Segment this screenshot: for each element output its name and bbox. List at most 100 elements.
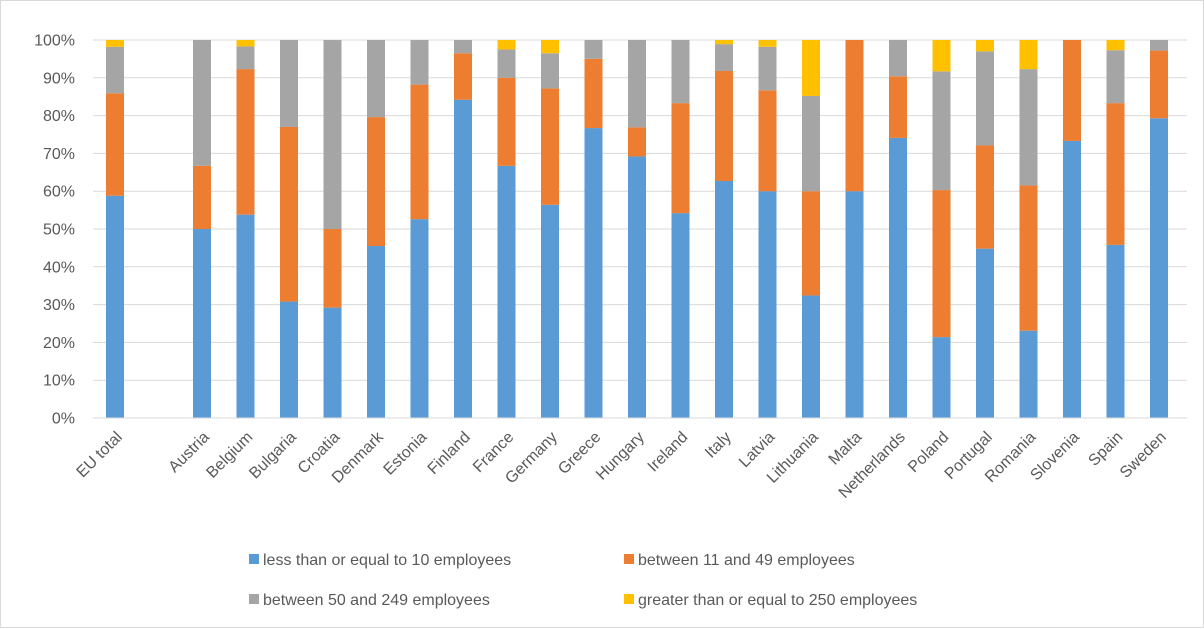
bar-segment: [236, 69, 255, 215]
bar-segment: [367, 246, 385, 418]
bar-segment: [410, 219, 429, 418]
legend-swatch: [624, 594, 634, 604]
x-tick-label: Finland: [425, 429, 474, 478]
bar-segment: [584, 58, 603, 129]
bar-segment: [106, 195, 124, 418]
y-tick-label: 0%: [52, 411, 75, 428]
bar-segment: [932, 40, 951, 72]
bar-segment: [193, 229, 211, 418]
bar-segment: [106, 40, 124, 47]
bar-segment: [889, 40, 907, 77]
bar-segment: [541, 53, 559, 89]
bar-segment: [1150, 40, 1168, 51]
bar-segment: [323, 307, 342, 418]
bar-segment: [454, 53, 472, 100]
x-tick-label: Spain: [1085, 429, 1126, 470]
bar-segment: [1106, 103, 1125, 245]
x-tick-label: Slovenia: [1027, 429, 1082, 484]
bar-segment: [715, 70, 733, 181]
bar-segment: [758, 46, 777, 91]
legend-label: greater than or equal to 250 employees: [638, 592, 917, 609]
bar-segment: [758, 40, 777, 47]
bar-segment: [410, 40, 429, 85]
bar-segment: [715, 180, 733, 418]
bar-segment: [932, 337, 951, 418]
bar-segment: [106, 46, 124, 94]
bar-segment: [1063, 140, 1081, 418]
x-tick-label: Estonia: [381, 429, 431, 479]
x-tick-label: Italy: [702, 429, 735, 462]
bar-segment: [976, 51, 994, 146]
bar-segment: [584, 128, 603, 418]
bar-segment: [280, 126, 298, 302]
bar-segment: [541, 40, 559, 54]
bar-segment: [976, 145, 994, 249]
bar-segment: [628, 127, 646, 157]
legend: less than or equal to 10 employees betwee…: [249, 552, 917, 609]
y-tick-label: 90%: [43, 70, 75, 87]
bar-segment: [758, 90, 777, 192]
bar-segment: [236, 40, 255, 47]
bar-segment: [454, 40, 472, 54]
bar-segment: [758, 191, 777, 418]
bar-segment: [628, 156, 646, 418]
y-axis-labels: 0% 10% 20% 30% 40% 50% 60% 70% 80% 90% 100%: [34, 33, 75, 428]
legend-label: between 50 and 249 employees: [263, 592, 490, 609]
legend-label: between 11 and 49 employees: [638, 552, 855, 569]
bar-segment: [628, 40, 646, 128]
x-tick-label: Ireland: [645, 429, 692, 476]
bar-segment: [1019, 69, 1038, 186]
y-tick-label: 80%: [43, 108, 75, 125]
bar-segment: [671, 213, 690, 418]
bar-segment: [715, 40, 733, 45]
bar-segment: [497, 49, 516, 78]
bar-segment: [802, 295, 820, 418]
bar-segment: [497, 165, 516, 418]
legend-swatch: [249, 554, 259, 564]
bar-segment: [106, 93, 124, 196]
bar-segment: [367, 117, 385, 247]
bar-segment: [236, 46, 255, 70]
bar-segment: [715, 44, 733, 71]
bar-segment: [193, 165, 211, 229]
bar-segment: [1019, 185, 1038, 331]
x-tick-label: EU total: [74, 429, 126, 481]
y-tick-label: 20%: [43, 335, 75, 352]
bar-segment: [1150, 50, 1168, 119]
bar-segment: [280, 301, 298, 418]
legend-swatch: [249, 594, 259, 604]
bar-segment: [802, 95, 820, 192]
y-tick-label: 10%: [43, 373, 75, 390]
bar-segment: [671, 103, 690, 214]
bar-segment: [671, 40, 690, 104]
x-tick-label: Hungary: [593, 429, 648, 484]
bar-segment: [193, 40, 211, 166]
x-axis: EU total AustriaBelgiumBulgariaCroatiaDen…: [74, 417, 1187, 502]
bar-segment: [323, 229, 342, 308]
bars: [106, 40, 1168, 419]
bar-segment: [1019, 40, 1038, 70]
y-tick-label: 40%: [43, 259, 75, 276]
x-tick-label: Malta: [826, 429, 866, 469]
bar-segment: [1019, 330, 1038, 418]
bar-segment: [280, 40, 298, 127]
bar-segment: [889, 76, 907, 138]
bar-segment: [889, 137, 907, 419]
x-tick-label: Bulgaria: [246, 429, 300, 483]
y-tick-label: 100%: [34, 33, 75, 50]
bar-segment: [541, 204, 559, 418]
bar-segment: [932, 71, 951, 191]
bar-segment: [845, 191, 864, 418]
y-tick-label: 30%: [43, 297, 75, 314]
y-tick-label: 50%: [43, 222, 75, 239]
bar-segment: [323, 40, 342, 229]
bar-segment: [976, 248, 994, 418]
bar-segment: [541, 88, 559, 205]
bar-segment: [1106, 40, 1125, 51]
bar-segment: [845, 40, 864, 192]
bar-segment: [1150, 118, 1168, 418]
x-tick-label: Sweden: [1117, 429, 1170, 482]
x-tick-label: Latvia: [736, 429, 778, 471]
